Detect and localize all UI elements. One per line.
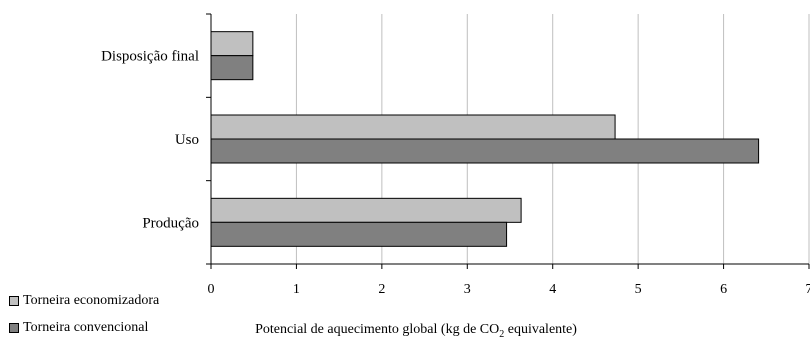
tick-labels: 0 1 2 3 4 5 6 7 [208,282,810,297]
bar [210,55,254,81]
x-tick-label: 5 [635,282,642,297]
legend-item-economizadora: Torneira economizadora [9,293,159,309]
bar [210,221,508,247]
category-labels: Disposição final Uso Produção [101,49,199,232]
x-axis-label-prefix: Potencial de aquecimento global (kg de C… [255,322,500,337]
x-axis-label-subscript: 2 [499,328,505,340]
legend-label-convencional: Torneira convencional [23,320,149,335]
x-tick-label: 3 [464,282,471,297]
x-tick-label: 7 [806,282,810,297]
bar [210,197,522,223]
category-label: Produção [142,215,199,231]
bars [210,31,760,247]
legend-label-economizadora: Torneira economizadora [23,293,160,308]
x-axis-label-suffix: equivalente) [504,322,577,337]
x-tick-label: 2 [378,282,385,297]
category-label: Disposição final [101,49,199,65]
x-tick-label: 6 [720,282,727,297]
bar [210,114,616,140]
bar [210,31,254,57]
axes [206,13,810,269]
x-axis-label: Potencial de aquecimento global (kg de C… [0,322,810,340]
x-tick-label: 0 [208,282,215,297]
x-tick-label: 1 [293,282,300,297]
category-label: Uso [175,132,199,148]
legend-swatch-convencional [9,323,19,333]
x-tick-label: 4 [549,282,556,297]
bar [210,138,760,164]
legend-swatch-economizadora [9,296,19,306]
legend-item-convencional: Torneira convencional [9,320,148,336]
